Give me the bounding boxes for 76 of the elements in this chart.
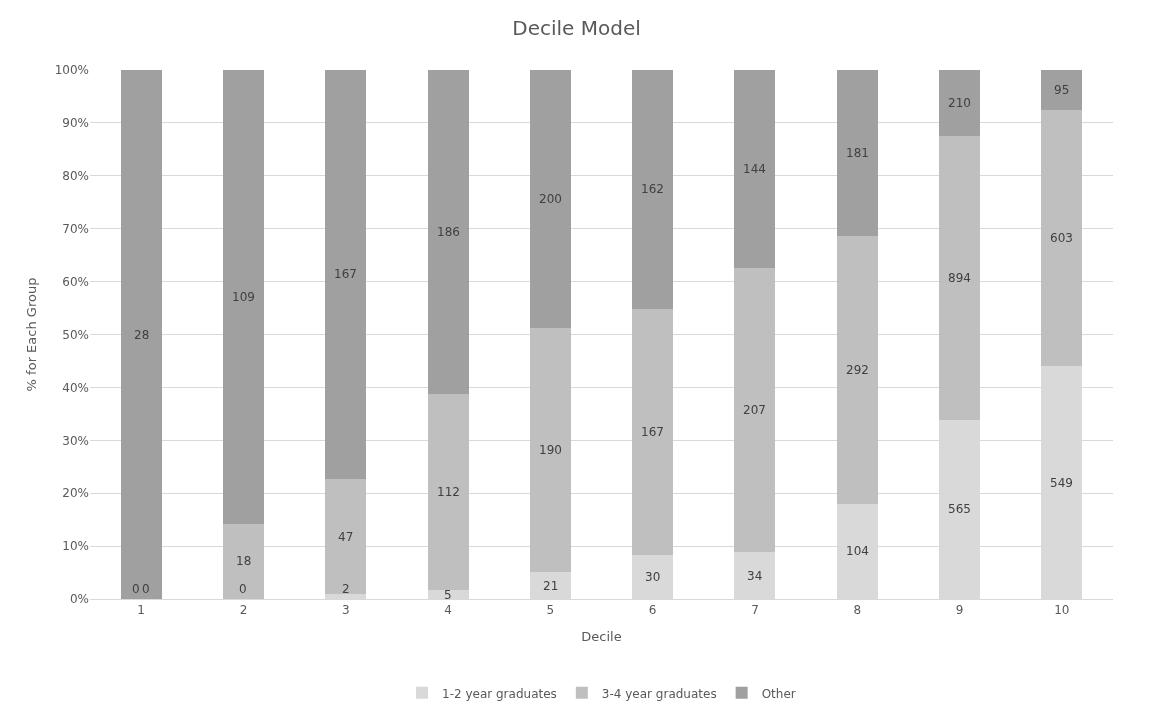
x-tick-label: 9 xyxy=(955,603,964,618)
chart-title: Decile Model xyxy=(512,16,641,40)
y-tick-label: 10% xyxy=(62,539,89,554)
bar xyxy=(222,70,264,524)
annotation: 162 xyxy=(641,182,664,196)
annotation: 112 xyxy=(437,485,460,499)
y-tick-label: 60% xyxy=(62,274,89,289)
bar xyxy=(325,70,367,479)
annotation: 167 xyxy=(641,425,664,439)
annotation: 210 xyxy=(948,96,971,110)
annotation: 104 xyxy=(846,544,869,558)
bar xyxy=(836,236,878,504)
annotation: 0 xyxy=(132,582,140,596)
annotation: 47 xyxy=(338,530,354,544)
annotation: 167 xyxy=(334,267,357,281)
annotation: 200 xyxy=(539,192,562,206)
legend-label: Other xyxy=(761,686,796,701)
bar xyxy=(939,136,981,420)
annotation: 95 xyxy=(1054,83,1070,97)
bar xyxy=(427,70,469,395)
annotation: 144 xyxy=(743,162,766,176)
annotation: 292 xyxy=(846,363,869,377)
bar xyxy=(734,267,776,553)
annotation: 207 xyxy=(743,403,766,417)
y-tick-label: 80% xyxy=(62,169,89,183)
y-tick-label: 0% xyxy=(69,592,89,607)
x-tick-label: 6 xyxy=(648,603,657,618)
x-tick-label: 1 xyxy=(137,603,145,618)
y-tick-label: 70% xyxy=(62,221,89,236)
bar xyxy=(222,523,264,599)
annotation: 0 xyxy=(142,582,150,596)
bar xyxy=(325,478,367,595)
bar xyxy=(120,70,162,599)
annotation: 603 xyxy=(1050,231,1073,245)
annotation: 190 xyxy=(539,443,562,457)
annotation: 2 xyxy=(342,582,350,596)
bar xyxy=(529,70,571,328)
x-tick-label: 4 xyxy=(444,603,452,618)
annotation: 34 xyxy=(747,569,763,583)
bar xyxy=(632,308,674,555)
annotation: 894 xyxy=(948,271,971,285)
annotation: 21 xyxy=(543,579,559,593)
y-tick-label: 90% xyxy=(62,116,89,131)
bar xyxy=(632,70,674,309)
bar xyxy=(939,70,981,137)
y-tick-label: 40% xyxy=(62,380,89,395)
x-tick-label: 5 xyxy=(546,603,555,618)
x-axis-title: Decile xyxy=(581,629,622,644)
legend-label: 3-4 year graduates xyxy=(601,686,717,701)
x-tick-label: 8 xyxy=(853,603,862,618)
annotation: 181 xyxy=(846,146,869,160)
annotation: 186 xyxy=(437,225,460,239)
y-tick-label: 30% xyxy=(62,433,89,448)
annotation: 18 xyxy=(236,554,252,568)
bar xyxy=(1041,70,1083,111)
x-tick-label: 2 xyxy=(239,603,248,618)
bar xyxy=(427,394,469,591)
y-tick-label: 100% xyxy=(54,63,89,78)
x-tick-label: 10 xyxy=(1054,603,1070,618)
bar xyxy=(529,327,571,573)
bar xyxy=(836,70,878,237)
annotation: 565 xyxy=(948,502,971,516)
legend-label: 1-2 year graduates xyxy=(442,686,557,701)
y-tick-label: 50% xyxy=(62,327,89,342)
annotation: 28 xyxy=(134,328,150,342)
bar xyxy=(1041,110,1083,367)
annotation: 30 xyxy=(645,570,661,584)
y-axis-title: % for Each Group xyxy=(23,277,39,392)
x-tick-label: 7 xyxy=(751,603,759,618)
bar xyxy=(734,70,776,268)
x-tick-label: 3 xyxy=(341,603,350,618)
annotation: 549 xyxy=(1050,476,1073,490)
y-tick-label: 20% xyxy=(62,486,89,501)
annotation: 109 xyxy=(232,290,255,304)
annotation: 5 xyxy=(444,588,452,602)
annotation: 0 xyxy=(239,582,247,596)
